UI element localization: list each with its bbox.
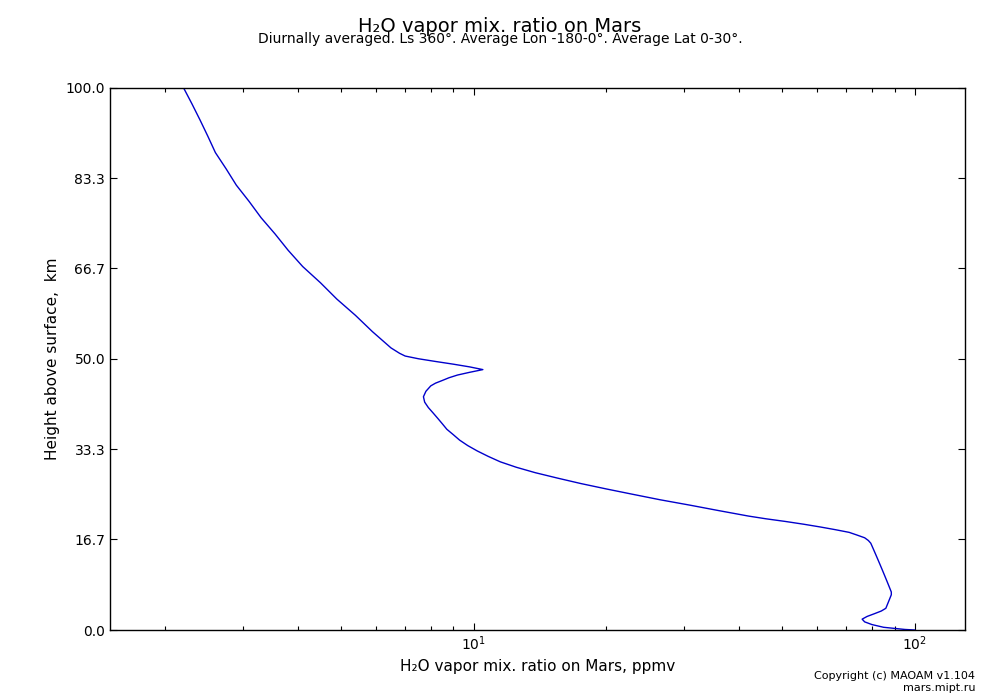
- X-axis label: H₂O vapor mix. ratio on Mars, ppmv: H₂O vapor mix. ratio on Mars, ppmv: [400, 659, 675, 674]
- Text: Diurnally averaged. Ls 360°. Average Lon -180-0°. Average Lat 0-30°.: Diurnally averaged. Ls 360°. Average Lon…: [258, 32, 742, 46]
- Text: Copyright (c) MAOAM v1.104
mars.mipt.ru: Copyright (c) MAOAM v1.104 mars.mipt.ru: [814, 671, 975, 693]
- Text: H₂O vapor mix. ratio on Mars: H₂O vapor mix. ratio on Mars: [358, 18, 642, 36]
- Y-axis label: Height above surface,  km: Height above surface, km: [45, 258, 60, 460]
